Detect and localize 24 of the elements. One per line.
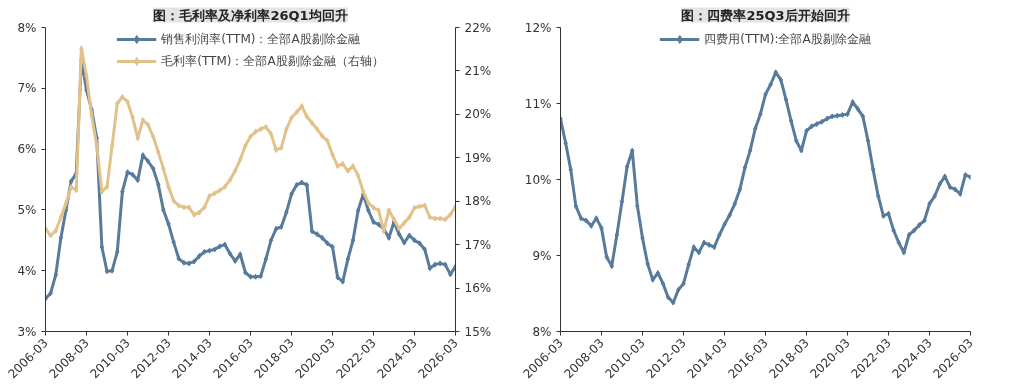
chart-title: 图：四费率25Q3后开始回升 xyxy=(681,7,850,23)
y-tick-label: 12% xyxy=(524,20,552,35)
y-tick-label: 11% xyxy=(524,96,552,111)
y-tick-label: 6% xyxy=(17,142,37,157)
y-tick-label: 9% xyxy=(532,248,552,263)
y-tick-label: 7% xyxy=(17,81,37,96)
y2-tick-label: 20% xyxy=(464,107,492,122)
chart-title: 图：毛利率及净利率26Q1均回升 xyxy=(153,7,348,23)
y-tick-label: 8% xyxy=(17,20,37,35)
y2-tick-label: 18% xyxy=(464,194,492,209)
y-tick-label: 8% xyxy=(532,324,552,339)
legend-label: 毛利率(TTM)：全部A股剔除金融（右轴） xyxy=(161,52,384,70)
y2-tick-label: 22% xyxy=(464,20,492,35)
y-tick-label: 10% xyxy=(524,172,552,187)
y2-tick-label: 21% xyxy=(464,63,492,78)
y-tick-label: 5% xyxy=(17,202,37,217)
y2-tick-label: 15% xyxy=(464,324,492,339)
y-tick-label: 3% xyxy=(17,324,37,339)
y2-tick-label: 16% xyxy=(464,281,492,296)
y-tick-label: 4% xyxy=(17,263,37,278)
legend-label: 销售利润率(TTM)：全部A股剔除金融 xyxy=(161,30,360,48)
y2-tick-label: 19% xyxy=(464,150,492,165)
y2-tick-label: 17% xyxy=(464,237,492,252)
legend-label: 四费用(TTM):全部A股剔除金融 xyxy=(704,30,871,48)
